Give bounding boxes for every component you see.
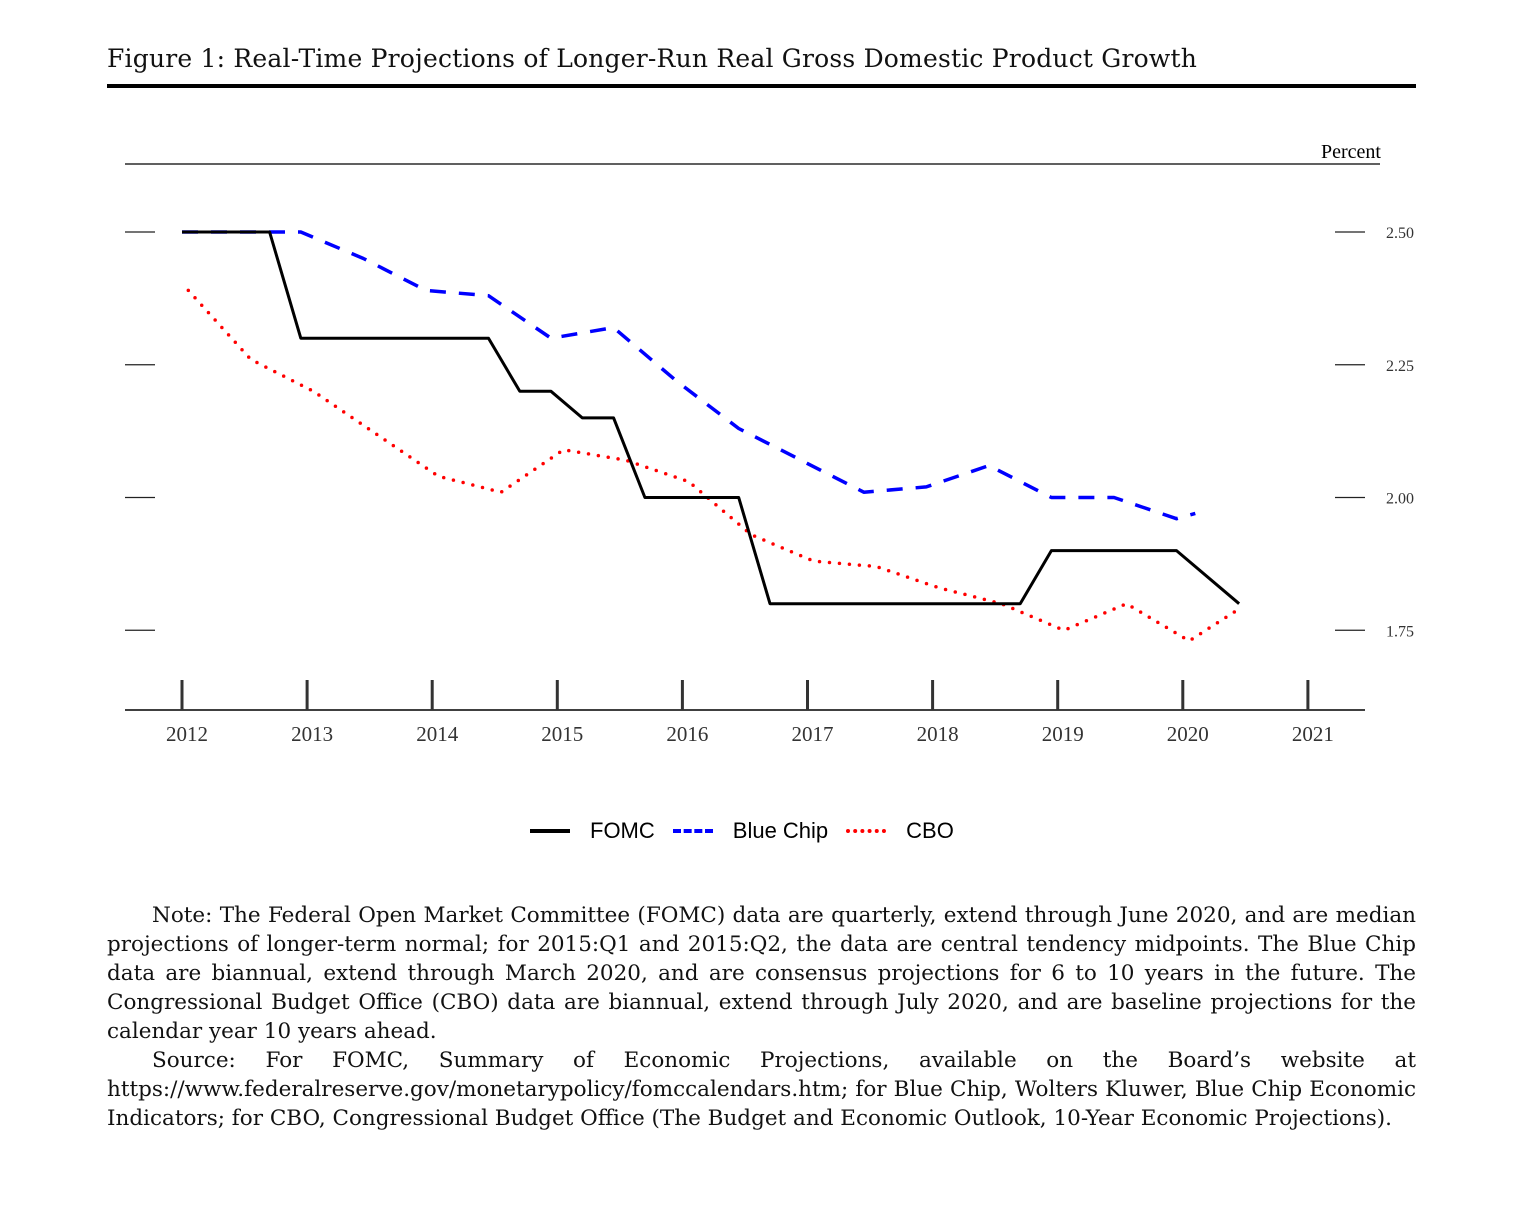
x-tick-label: 2019 bbox=[1042, 722, 1084, 746]
legend-swatch-dashed-line bbox=[672, 829, 713, 833]
x-tick-label: 2017 bbox=[792, 722, 834, 746]
legend-label: FOMC bbox=[590, 818, 655, 843]
x-tick-label: 2013 bbox=[291, 722, 333, 746]
legend-label: Blue Chip bbox=[732, 818, 829, 843]
figure-notes: Note: The Federal Open Market Committee … bbox=[107, 901, 1416, 1133]
y-tick-label: 2.25 bbox=[1386, 358, 1414, 375]
legend-swatch-dotted-line bbox=[846, 829, 887, 833]
title-rule bbox=[107, 84, 1416, 88]
series-line-cbo bbox=[186, 288, 1241, 643]
line-chart: Percent 2.502.252.001.75 2012 2013 2014 201… bbox=[125, 141, 1414, 746]
x-tick-label: 2014 bbox=[416, 722, 459, 746]
series-layer bbox=[182, 230, 1241, 643]
legend: FOMC Blue Chip CBO bbox=[530, 818, 972, 844]
y-tick-label: 2.00 bbox=[1386, 491, 1414, 508]
legend-item-blue-chip: Blue Chip bbox=[672, 818, 829, 844]
legend-swatch-solid-line bbox=[530, 829, 570, 833]
series-line-fomc bbox=[182, 230, 1241, 606]
x-tick-label: 2016 bbox=[666, 722, 708, 746]
y-axis-label: Percent bbox=[1321, 141, 1381, 163]
x-axis: 2012 2013 2014 2015 2016 2017 2018 2019 2020 2021 bbox=[166, 680, 1334, 746]
y-tick-label: 1.75 bbox=[1386, 623, 1414, 640]
x-tick-label: 2020 bbox=[1167, 722, 1209, 746]
source-paragraph: Source: For FOMC, Summary of Economic Pr… bbox=[107, 1048, 1416, 1131]
x-tick-label: 2012 bbox=[166, 722, 208, 746]
x-tick-label: 2015 bbox=[541, 722, 583, 746]
x-tick-label: 2021 bbox=[1292, 722, 1334, 746]
note-paragraph: Note: The Federal Open Market Committee … bbox=[107, 903, 1416, 1044]
x-tick-label: 2018 bbox=[917, 722, 959, 746]
y-tick-label: 2.50 bbox=[1386, 225, 1414, 242]
legend-item-cbo: CBO bbox=[846, 818, 954, 844]
series-line-blue-chip bbox=[182, 230, 1196, 521]
y-axis: 2.50 2.25 2.00 1.75 bbox=[125, 225, 1414, 640]
legend-label: CBO bbox=[906, 818, 954, 843]
figure-title: Figure 1: Real-Time Projections of Longe… bbox=[107, 44, 1198, 73]
legend-item-fomc: FOMC bbox=[530, 818, 655, 844]
